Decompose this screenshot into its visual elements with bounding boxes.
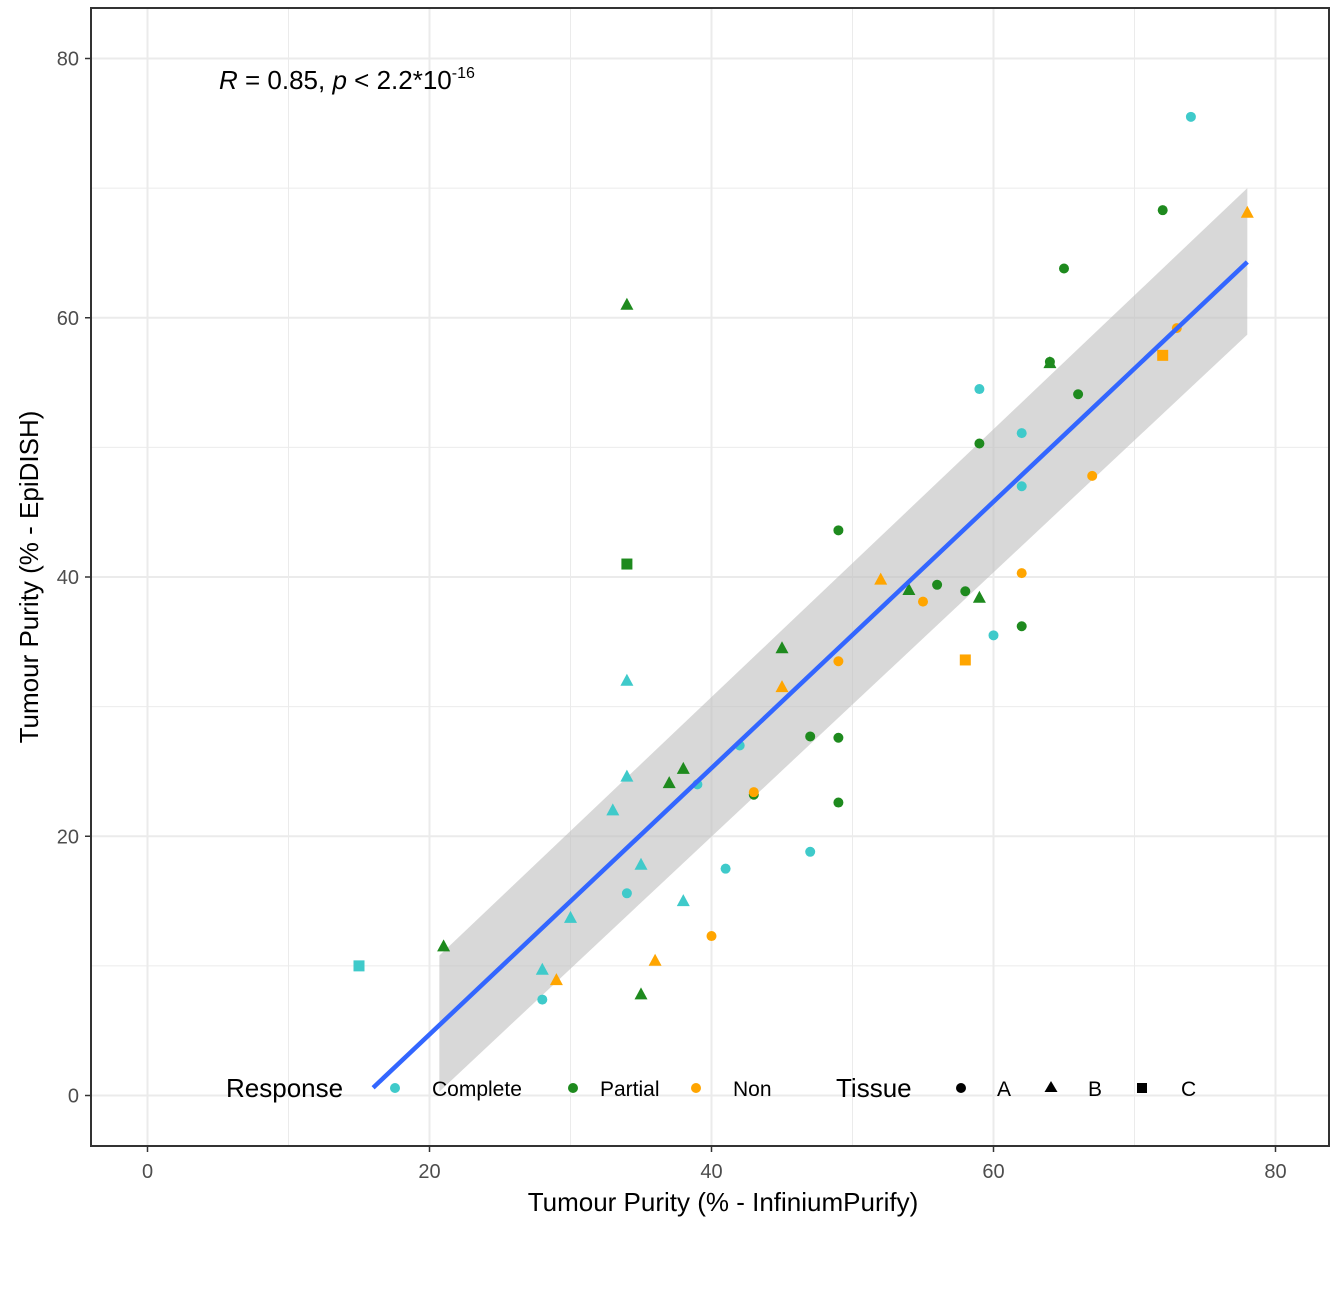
legend-key-tissue-a xyxy=(956,1083,966,1093)
data-point xyxy=(974,438,985,449)
data-point xyxy=(1016,568,1027,579)
data-point xyxy=(634,857,648,870)
data-point xyxy=(918,596,928,607)
legend-response-title: Response xyxy=(226,1073,343,1103)
legend-key-complete xyxy=(390,1083,400,1093)
legend-label-tissue-a: A xyxy=(997,1078,1011,1101)
data-point xyxy=(833,525,844,536)
annotation-p-symbol: p xyxy=(331,65,346,95)
x-axis-title: Tumour Purity (% - InfiniumPurify) xyxy=(528,1187,919,1217)
y-tick-label: 40 xyxy=(57,567,79,589)
data-point xyxy=(1240,205,1254,218)
data-point xyxy=(1157,349,1169,361)
data-point xyxy=(1087,470,1098,481)
legend-label-partial: Partial xyxy=(600,1078,660,1101)
legend-label-tissue-b: B xyxy=(1088,1078,1102,1101)
y-tick-label: 20 xyxy=(57,826,79,848)
data-point xyxy=(1016,428,1027,439)
y-axis-ticks: 0 20 40 60 80 xyxy=(57,49,91,1108)
x-tick-label: 60 xyxy=(982,1161,1004,1183)
confidence-band xyxy=(439,188,1248,1092)
data-point xyxy=(902,582,916,595)
legend: Response Complete Partial Non Tissue A B… xyxy=(226,1073,1196,1103)
x-tick-label: 0 xyxy=(142,1161,153,1183)
annotation-p-text: < 2.2*10 xyxy=(347,65,452,95)
data-point xyxy=(960,586,971,597)
data-point xyxy=(775,680,789,693)
y-tick-label: 0 xyxy=(68,1086,79,1108)
legend-key-tissue-c xyxy=(1137,1083,1147,1093)
fit-line xyxy=(371,260,1249,1090)
data-point xyxy=(535,962,549,975)
legend-label-complete: Complete xyxy=(432,1078,522,1101)
data-point xyxy=(775,641,789,654)
annotation-r-text: = 0.85, xyxy=(238,65,333,95)
data-point xyxy=(1059,263,1069,274)
x-tick-label: 80 xyxy=(1264,1161,1286,1183)
data-point xyxy=(353,960,365,972)
y-tick-label: 80 xyxy=(57,49,79,71)
data-point xyxy=(437,939,451,952)
data-point xyxy=(537,994,548,1005)
x-tick-label: 20 xyxy=(418,1161,440,1183)
data-point xyxy=(972,590,986,603)
data-point xyxy=(634,987,648,1000)
data-point xyxy=(1016,481,1027,492)
confidence-ribbon xyxy=(439,188,1248,1092)
x-axis-ticks: 0 20 40 60 80 xyxy=(142,1146,1287,1183)
data-point xyxy=(620,297,634,310)
regression-line xyxy=(371,260,1249,1090)
data-point xyxy=(1185,111,1196,122)
legend-label-tissue-c: C xyxy=(1181,1078,1196,1101)
data-point xyxy=(620,769,634,782)
legend-tissue-title: Tissue xyxy=(836,1073,912,1103)
data-point xyxy=(833,797,844,808)
data-point xyxy=(1016,621,1027,632)
data-point xyxy=(564,910,577,923)
data-point xyxy=(874,572,888,585)
legend-key-tissue-b xyxy=(1044,1081,1058,1092)
legend-key-partial xyxy=(568,1083,578,1093)
y-axis-title: Tumour Purity (% - EpiDISH) xyxy=(14,411,44,744)
data-point xyxy=(932,579,943,590)
data-point xyxy=(606,803,620,816)
data-point xyxy=(974,384,985,395)
data-point xyxy=(959,654,971,666)
data-point xyxy=(676,894,690,907)
major-gridlines xyxy=(91,8,1329,1146)
annotation-r-symbol: R xyxy=(219,65,238,95)
data-point xyxy=(549,973,563,986)
data-point xyxy=(1157,205,1168,216)
data-point xyxy=(648,953,662,966)
data-point xyxy=(706,931,717,942)
correlation-annotation: R = 0.85, p < 2.2*10-16 xyxy=(219,65,475,95)
annotation-p-exponent: -16 xyxy=(452,65,475,82)
data-point xyxy=(1043,356,1057,369)
data-points xyxy=(353,111,1254,1005)
data-point xyxy=(720,863,731,874)
x-tick-label: 40 xyxy=(700,1161,722,1183)
data-point xyxy=(662,776,676,789)
y-tick-label: 60 xyxy=(57,308,79,330)
data-point xyxy=(833,732,844,743)
data-point xyxy=(805,731,816,742)
data-point xyxy=(620,673,634,686)
data-point xyxy=(833,656,844,667)
legend-key-non xyxy=(691,1083,701,1093)
data-point xyxy=(748,787,759,798)
data-point xyxy=(676,761,690,774)
data-point xyxy=(805,846,816,857)
data-point xyxy=(988,630,999,641)
data-point xyxy=(621,558,633,570)
legend-label-non: Non xyxy=(733,1078,772,1101)
data-point xyxy=(1073,389,1084,400)
data-point xyxy=(621,888,632,899)
